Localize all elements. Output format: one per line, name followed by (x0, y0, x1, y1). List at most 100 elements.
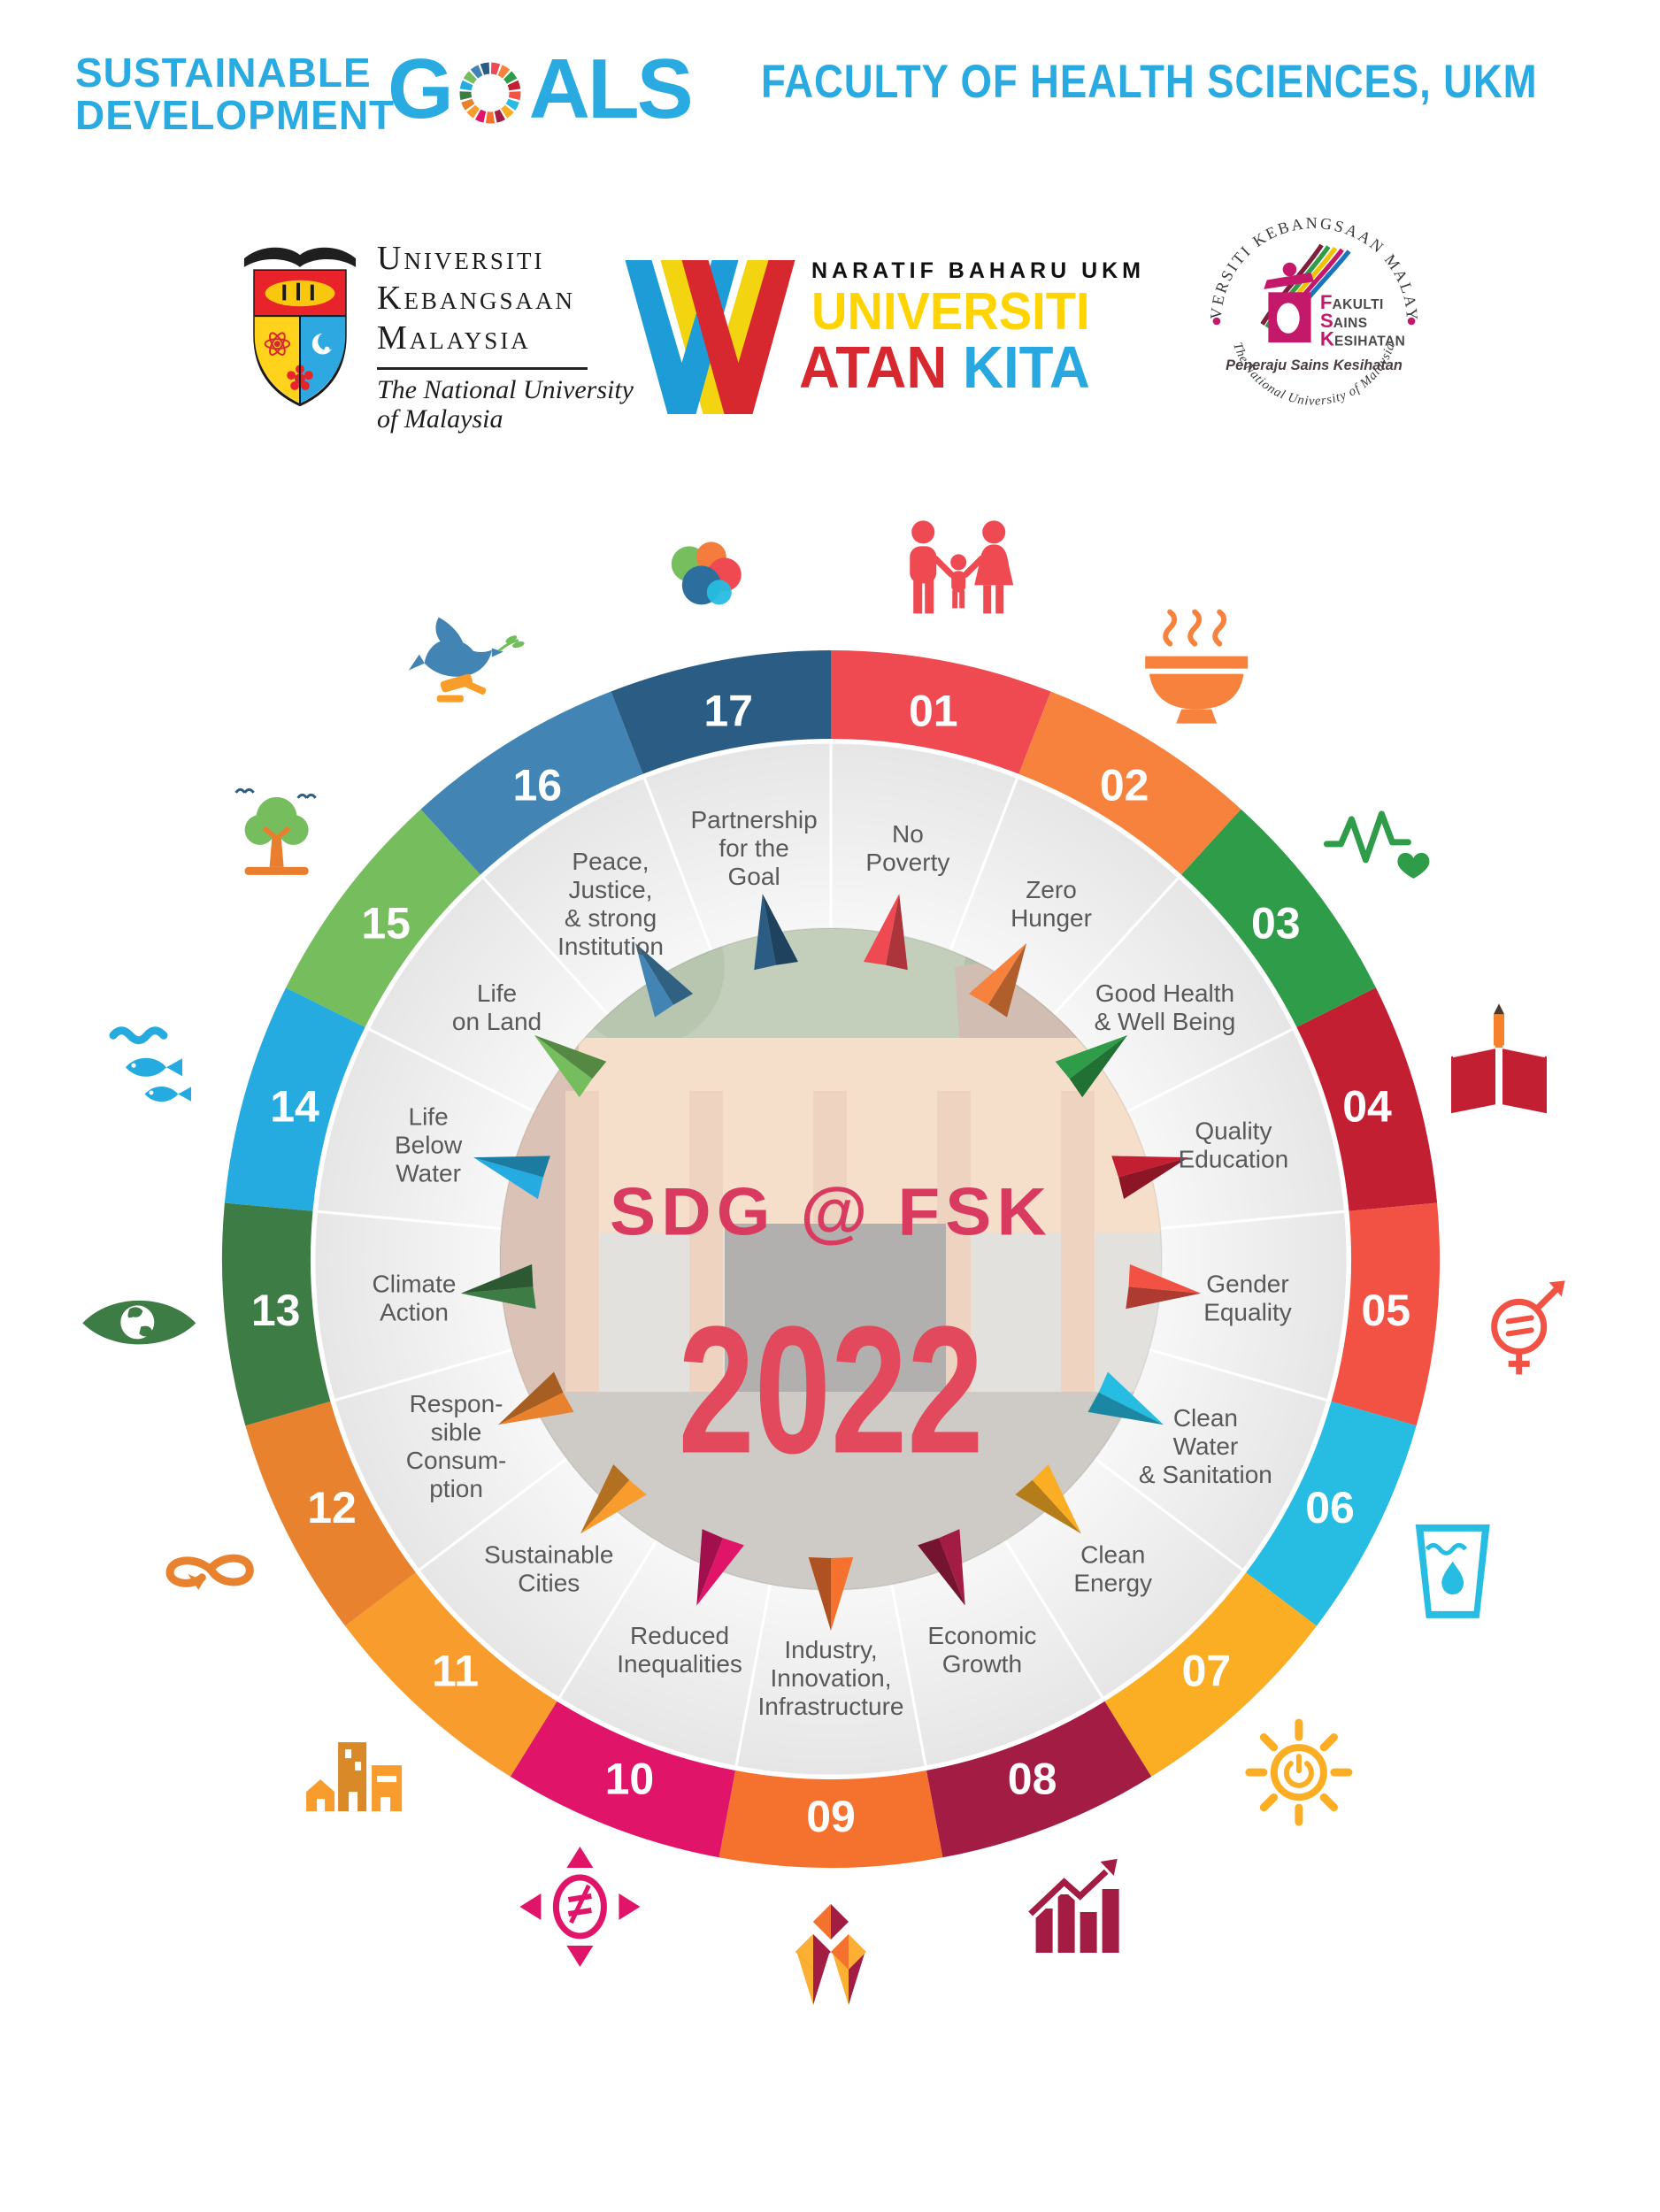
sdg-ring-segment-02 (1018, 691, 1241, 875)
sdg-pointer-04 (1111, 1156, 1188, 1178)
sdg-ring-segment-01 (831, 650, 1051, 774)
infinity-icon (165, 1554, 254, 1590)
sdg-pointer-01 (864, 894, 900, 965)
sdg-ring-segment-13 (221, 1202, 331, 1426)
dove-icon (408, 617, 525, 703)
seal-center-line-1: FAKULTI (1320, 291, 1384, 313)
eye-earth-icon (82, 1300, 196, 1345)
sdg-ring-segment-10 (510, 1701, 735, 1858)
sdg-pointer-05 (1128, 1263, 1202, 1294)
sdg-pointer-02 (968, 942, 1027, 1005)
book-icon (1451, 1003, 1547, 1114)
sdg-number-13: 13 (251, 1286, 301, 1335)
water-glass-icon (1415, 1524, 1490, 1618)
sdg-number-16: 16 (512, 760, 562, 810)
sdg-number-02: 02 (1100, 760, 1149, 810)
sdg-label-07: Clean Energy (1073, 1540, 1152, 1596)
gender-icon (1491, 1280, 1565, 1375)
ukm-text-block: Universiti Kebangsaan Malaysia The Natio… (377, 232, 634, 434)
bowl-icon (1145, 609, 1249, 724)
watan-watan-kita: ATAN KITA (799, 338, 1127, 397)
city-icon (306, 1742, 403, 1812)
sdg-pointer-08 (939, 1529, 965, 1606)
sdg-label-04: Quality Education (1179, 1117, 1289, 1172)
sdg-pointer-09 (831, 1557, 854, 1631)
wheel-center-title: SDG @ FSK (610, 1175, 1052, 1250)
brand-line1: SUSTAINABLE (75, 50, 372, 96)
sdg-pointer-06 (1098, 1371, 1164, 1425)
sdg-ring-segment-03 (1181, 809, 1376, 1027)
heartbeat-icon (1323, 810, 1430, 879)
sdg-color-wheel-icon (459, 62, 521, 124)
sdg-number-15: 15 (361, 898, 411, 948)
sdg-number-17: 17 (703, 687, 753, 736)
sdg-ring-segment-08 (926, 1701, 1152, 1858)
sdg-pointer-07 (1032, 1464, 1081, 1534)
sdg-label-05: Gender Equality (1203, 1270, 1292, 1325)
ukm-crest-icon (243, 247, 357, 407)
partnership-icon (671, 541, 742, 605)
goals-wordmark: G ALS (388, 41, 694, 138)
watan-w-icon (625, 260, 795, 414)
sdg-number-06: 06 (1305, 1483, 1355, 1532)
seal-center-line-2: SAINS (1320, 310, 1368, 332)
equality-icon (519, 1847, 641, 1967)
watan-kita-logo: NARATIF BAHARU UKM UNIVERSITI ATAN KITA (619, 255, 1145, 419)
sdg-number-08: 08 (1008, 1755, 1057, 1804)
sdg-label-13: Climate Action (373, 1270, 457, 1325)
fsk-seal-logo: UNIVERSITI KEBANGSAAN MALAYSIA The Natio… (1193, 193, 1428, 440)
seal-center-line-3: KESIHATAN (1320, 328, 1405, 350)
faculty-title: FACULTY OF HEALTH SCIENCES, UKM (761, 56, 1538, 108)
sdg-number-03: 03 (1251, 898, 1301, 948)
sdg-ring-segment-17 (611, 650, 831, 774)
wheel-numbers: 01 02 03 04 05 06 07 08 09 10 11 12 13 14 15 16 17 (251, 687, 1410, 1841)
sdg-number-09: 09 (806, 1792, 856, 1841)
sdg-label-11: Sustainable Cities (484, 1540, 613, 1596)
sdg-pointer-15 (534, 1034, 593, 1098)
tree-icon (234, 787, 317, 875)
watan-tagline: NARATIF BAHARU UKM (811, 258, 1145, 283)
sdg-ring-segment-05 (1331, 1202, 1441, 1426)
ukm-logo: Universiti Kebangsaan Malaysia The Natio… (239, 232, 634, 434)
sdg-ring-segment-07 (1104, 1572, 1317, 1777)
sdg-pointer-10 (696, 1538, 744, 1606)
sdg-label-14: Life Below Water (395, 1102, 463, 1187)
sdg-ring-segment-04 (1296, 987, 1438, 1211)
sdg-ring-segment-09 (719, 1770, 943, 1869)
seal-building-icon (1264, 262, 1314, 343)
goals-letters-als: ALS (528, 42, 694, 136)
sdg-number-04: 04 (1342, 1082, 1392, 1132)
wheel-icons (82, 520, 1565, 2005)
sdg-ring-segment-15 (286, 809, 480, 1027)
seal-slogan: Peneraju Sains Kesihatan (1226, 357, 1403, 373)
sdg-label-16: Peace, Justice, & strong Institution (557, 847, 664, 959)
sdg-ring-segment-12 (245, 1401, 416, 1626)
goals-letter-g: G (388, 42, 454, 136)
sdg-pointer-03 (1055, 1034, 1128, 1079)
cubes-icon (795, 1904, 866, 2005)
sdg-label-03: Good Health & Well Being (1095, 979, 1236, 1035)
sdg-ring-segment-14 (224, 987, 365, 1211)
watan-universiti: UNIVERSITI (811, 282, 1090, 341)
sdg-number-14: 14 (270, 1082, 319, 1132)
sdg-pointer-13 (460, 1286, 536, 1310)
sdg-ring-segment-16 (420, 691, 643, 875)
sdg-number-01: 01 (909, 687, 958, 736)
ukm-name-line1: Universiti (377, 240, 545, 277)
ukm-subtitle-line1: The National University (377, 375, 634, 404)
sdg-pointer-11 (580, 1479, 647, 1534)
sdg-label-01: No Poverty (865, 820, 949, 876)
growth-chart-icon (1026, 1855, 1121, 1953)
ukm-name-line3: Malaysia (377, 319, 531, 357)
sdg-number-05: 05 (1361, 1286, 1410, 1335)
sdg-label-15: Life on Land (452, 979, 542, 1035)
wheel-pointers (460, 894, 1202, 1631)
fish-icon (109, 1026, 192, 1102)
sdg-pointer-16 (634, 942, 674, 1018)
ukm-name-line2: Kebangsaan (377, 280, 575, 317)
sdg-number-10: 10 (605, 1755, 655, 1804)
sdg-pointer-17 (754, 894, 776, 971)
